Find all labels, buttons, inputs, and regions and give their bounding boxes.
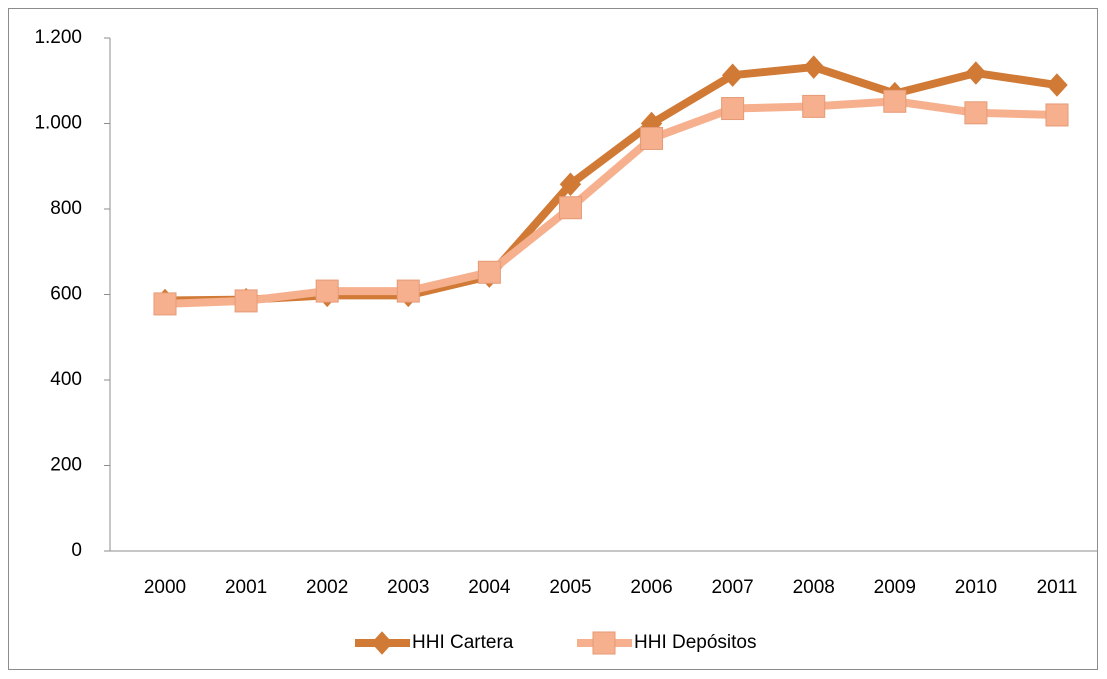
legend-label: HHI Cartera: [412, 632, 514, 653]
data-point: [558, 196, 582, 220]
x-tick-label: 2011: [1037, 577, 1078, 598]
data-point: [559, 172, 582, 196]
data-point: [640, 126, 664, 150]
y-tick-label: 600: [50, 284, 82, 305]
y-tick-label: 400: [50, 369, 82, 390]
y-tick-label: 800: [50, 198, 82, 219]
y-tick-label: 1.000: [34, 113, 82, 134]
data-point: [721, 63, 744, 87]
data-point: [1046, 73, 1068, 97]
y-tick-label: 0: [71, 540, 82, 561]
data-point: [802, 94, 826, 118]
chart-border: [8, 8, 1098, 670]
data-point: [396, 279, 420, 303]
x-tick-label: 2000: [144, 577, 186, 598]
x-tick-label: 2002: [306, 577, 348, 598]
data-point: [721, 97, 745, 121]
legend-marker: [592, 631, 616, 655]
legend-label: HHI Depósitos: [634, 632, 757, 653]
y-tick-label: 200: [50, 455, 82, 476]
y-tick-label: 1.200: [34, 27, 82, 48]
data-point: [153, 292, 177, 316]
data-point: [234, 289, 258, 313]
x-tick-label: 2009: [874, 577, 916, 598]
data-point: [964, 101, 988, 125]
x-tick-label: 2003: [387, 577, 429, 598]
data-point: [803, 55, 825, 79]
legend-marker: [371, 631, 393, 655]
data-point: [965, 61, 987, 85]
x-tick-label: 2008: [793, 577, 835, 598]
data-point: [1045, 103, 1069, 127]
x-tick-label: 2005: [549, 577, 591, 598]
data-point: [883, 89, 907, 113]
x-tick-label: 2004: [468, 577, 511, 598]
x-tick-label: 2010: [955, 577, 997, 598]
x-tick-label: 2007: [711, 577, 753, 598]
data-point: [477, 260, 501, 284]
series-line: [164, 97, 1058, 308]
x-tick-label: 2001: [225, 577, 267, 598]
data-point: [315, 279, 339, 303]
x-tick-label: 2006: [630, 577, 672, 598]
